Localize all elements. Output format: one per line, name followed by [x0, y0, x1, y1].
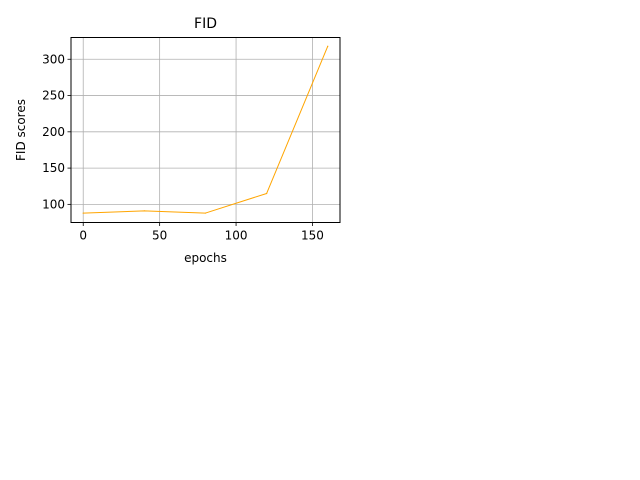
- x-axis-label: epochs: [184, 251, 227, 265]
- fid-data-point: [266, 192, 268, 195]
- fid-data-point: [327, 45, 329, 47]
- y-tick-label: 250: [42, 89, 65, 103]
- chart-title: FID: [194, 16, 217, 32]
- y-tick-label: 150: [42, 161, 65, 175]
- y-tick-label: 300: [42, 52, 65, 66]
- y-tick-label: 200: [42, 125, 65, 139]
- y-axis-ticks: 100 150 200 250 300: [42, 52, 71, 211]
- x-tick-label: 50: [152, 229, 167, 243]
- fid-data-point: [143, 210, 145, 212]
- series-layer: [82, 45, 329, 214]
- x-tick-label: 100: [225, 229, 248, 243]
- gridlines: [71, 37, 340, 223]
- y-tick-label: 100: [42, 197, 65, 211]
- fid-data-point: [82, 212, 84, 214]
- plot-frame: [70, 37, 341, 223]
- fid-data-point: [204, 212, 207, 214]
- x-tick-label: 150: [301, 229, 324, 243]
- fid-series-line: [83, 46, 329, 214]
- x-tick-label: 0: [79, 229, 87, 243]
- x-axis-ticks: 0 50 100 150: [79, 222, 324, 243]
- y-axis-label: FID scores: [14, 99, 28, 161]
